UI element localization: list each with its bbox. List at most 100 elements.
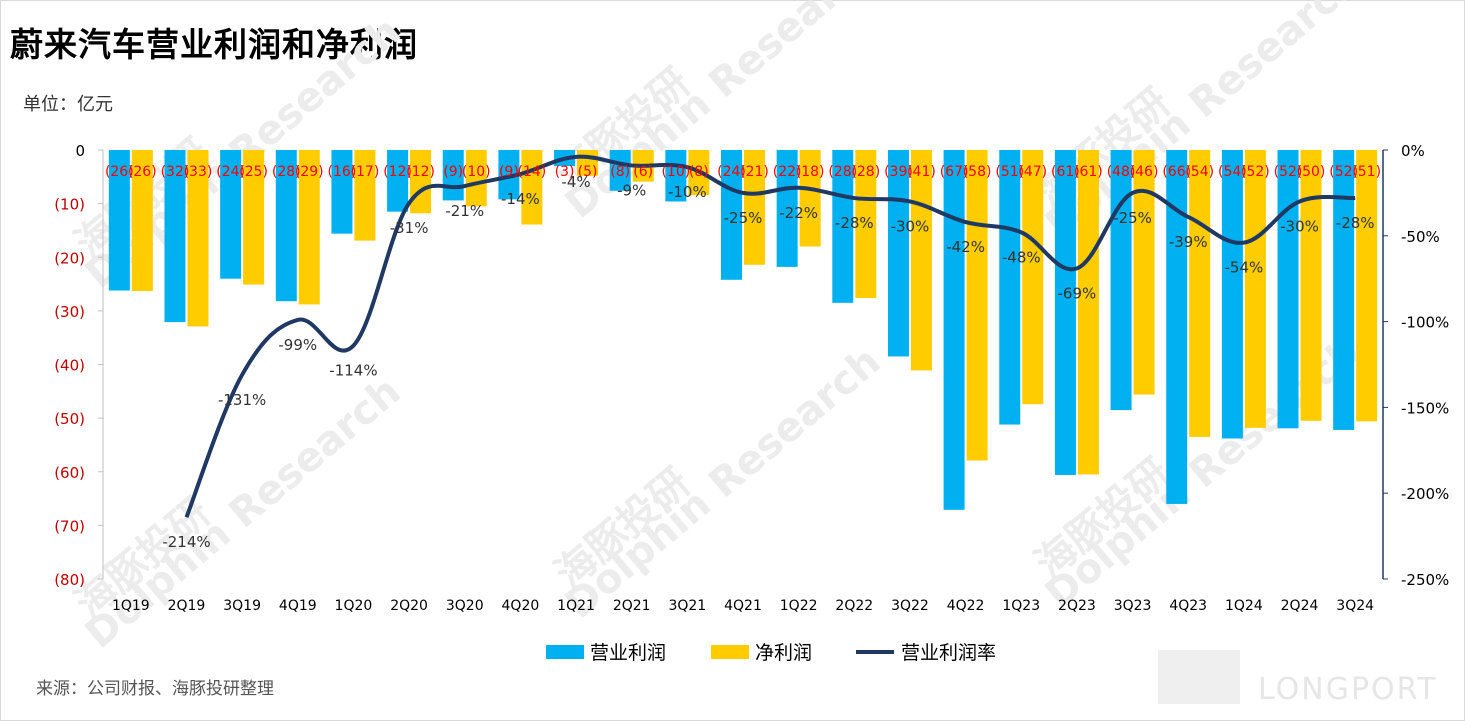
net-profit-label-4Q19: (29) <box>295 164 324 180</box>
net-profit-label-2Q24: (50) <box>1297 164 1326 180</box>
net-profit-label-1Q21: (5) <box>578 164 598 180</box>
left-tick-label: (40) <box>54 357 85 375</box>
operating-profit-bar-2Q22 <box>832 150 854 303</box>
net-profit-label-4Q23: (54) <box>1185 164 1214 180</box>
x-tick-label-1Q21: 1Q21 <box>557 598 595 614</box>
operating-profit-label-1Q23: (51) <box>995 164 1024 180</box>
net-profit-bar-4Q20 <box>521 150 543 225</box>
brand-logo-icon <box>1158 650 1240 704</box>
operating-profit-label-2Q21: (8) <box>610 164 630 180</box>
left-tick-label: (20) <box>54 249 85 267</box>
operating-profit-label-2Q20: (12) <box>383 164 412 180</box>
net-profit-bar-2Q19 <box>187 150 209 327</box>
x-tick-label-2Q20: 2Q20 <box>390 598 428 614</box>
operating-profit-bar-2Q21 <box>609 150 631 191</box>
net-profit-bar-1Q24 <box>1244 150 1266 428</box>
left-tick-label: 0 <box>75 142 85 160</box>
x-tick-label-4Q22: 4Q22 <box>947 598 985 614</box>
net-profit-label-3Q23: (46) <box>1130 164 1159 180</box>
operating-profit-label-1Q19: (26) <box>105 164 134 180</box>
unit-label: 单位：亿元 <box>23 94 113 115</box>
x-tick-label-1Q19: 1Q19 <box>112 598 150 614</box>
operating-profit-label-3Q20: (9) <box>443 164 463 180</box>
bars-layer <box>108 150 1378 510</box>
operating-profit-label-1Q22: (22) <box>773 164 802 180</box>
x-tick-label-1Q20: 1Q20 <box>335 598 373 614</box>
operating-profit-bar-1Q24 <box>1221 150 1243 439</box>
net-profit-label-2Q21: (6) <box>633 164 653 180</box>
operating-profit-label-1Q21: (3) <box>555 164 575 180</box>
x-tick-label-2Q23: 2Q23 <box>1058 598 1096 614</box>
net-profit-bar-3Q22 <box>910 150 932 371</box>
right-tick-label: -100% <box>1401 314 1449 332</box>
brand-watermark: LONGPORT <box>1258 672 1438 707</box>
left-tick-label: (50) <box>54 410 85 428</box>
net-profit-bar-4Q22 <box>966 150 988 461</box>
net-profit-label-1Q22: (18) <box>796 164 825 180</box>
net-profit-bar-4Q19 <box>298 150 320 305</box>
legend-label-margin: 营业利润率 <box>901 642 996 664</box>
x-tick-label-3Q24: 3Q24 <box>1336 598 1374 614</box>
x-tick-label-1Q24: 1Q24 <box>1225 598 1263 614</box>
operating-profit-label-3Q22: (39) <box>884 164 913 180</box>
operating-profit-label-2Q19: (32) <box>161 164 190 180</box>
net-profit-bar-4Q21 <box>744 150 765 265</box>
source-note: 来源：公司财报、海豚投研整理 <box>36 679 274 699</box>
legend-swatch-operating-profit <box>546 645 584 659</box>
operating-profit-bar-1Q19 <box>108 150 130 291</box>
left-tick-label: (60) <box>54 464 85 482</box>
margin-label-4Q23: -39% <box>1169 233 1208 251</box>
net-profit-bar-1Q19 <box>131 150 153 292</box>
watermark-text-3: Dolphin Research <box>77 368 409 657</box>
operating-profit-bar-4Q20 <box>498 150 520 200</box>
operating-profit-bar-2Q23 <box>1054 150 1076 475</box>
margin-label-2Q20: -31% <box>390 219 429 237</box>
operating-profit-label-1Q24: (54) <box>1218 164 1247 180</box>
legend: 营业利润 净利润 营业利润率 <box>546 642 996 664</box>
margin-label-2Q22: -28% <box>835 214 874 232</box>
operating-profit-label-3Q24: (52) <box>1329 164 1358 180</box>
net-profit-label-2Q20: (12) <box>406 164 435 180</box>
net-profit-bar-2Q22 <box>855 150 877 299</box>
net-profit-label-3Q21: (8) <box>689 164 709 180</box>
margin-label-2Q21: -9% <box>617 181 646 199</box>
operating-profit-label-4Q20: (9) <box>499 164 519 180</box>
net-profit-bar-1Q22 <box>799 150 821 247</box>
x-tick-label-4Q21: 4Q21 <box>724 598 762 614</box>
net-profit-label-1Q19: (26) <box>128 164 157 180</box>
x-tick-label-3Q20: 3Q20 <box>446 598 484 614</box>
net-profit-bar-3Q23 <box>1133 150 1155 395</box>
margin-label-3Q19: -131% <box>218 391 266 409</box>
net-profit-bar-3Q20 <box>465 150 487 207</box>
operating-profit-bar-3Q22 <box>887 150 909 357</box>
x-tick-label-2Q24: 2Q24 <box>1281 598 1319 614</box>
right-tick-label: -150% <box>1401 399 1449 417</box>
net-profit-bar-2Q24 <box>1300 150 1322 421</box>
right-tick-label: -250% <box>1401 571 1449 589</box>
net-profit-label-3Q19: (25) <box>239 164 268 180</box>
margin-label-3Q22: -30% <box>891 217 930 235</box>
x-tick-label-2Q21: 2Q21 <box>613 598 651 614</box>
operating-profit-bar-4Q23 <box>1166 150 1188 504</box>
x-tick-label-2Q19: 2Q19 <box>168 598 206 614</box>
operating-profit-bar-4Q19 <box>275 150 297 302</box>
axes-layer: 0 (10) (20) (30) (40) (50) (60) (70) (80) 0% -50% -… <box>54 142 1449 614</box>
operating-profit-label-2Q23: (61) <box>1051 164 1080 180</box>
left-tick-label: (30) <box>54 303 85 321</box>
operating-profit-bar-3Q21 <box>665 150 687 202</box>
operating-profit-bar-2Q19 <box>164 150 186 323</box>
margin-label-1Q24: -54% <box>1224 259 1263 277</box>
operating-profit-label-4Q23: (66) <box>1162 164 1191 180</box>
margin-line-layer <box>184 154 1356 518</box>
operating-profit-bar-3Q19 <box>220 150 242 279</box>
operating-profit-label-3Q23: (48) <box>1107 164 1136 180</box>
operating-profit-bar-3Q24 <box>1333 150 1355 430</box>
left-tick-label: (10) <box>54 196 85 214</box>
margin-label-2Q24: -30% <box>1280 217 1319 235</box>
x-tick-label-2Q22: 2Q22 <box>835 598 873 614</box>
net-profit-label-2Q23: (61) <box>1074 164 1103 180</box>
operating-profit-label-2Q22: (28) <box>828 164 857 180</box>
left-tick-label: (70) <box>54 517 85 535</box>
margin-label-2Q19: -214% <box>162 533 210 551</box>
